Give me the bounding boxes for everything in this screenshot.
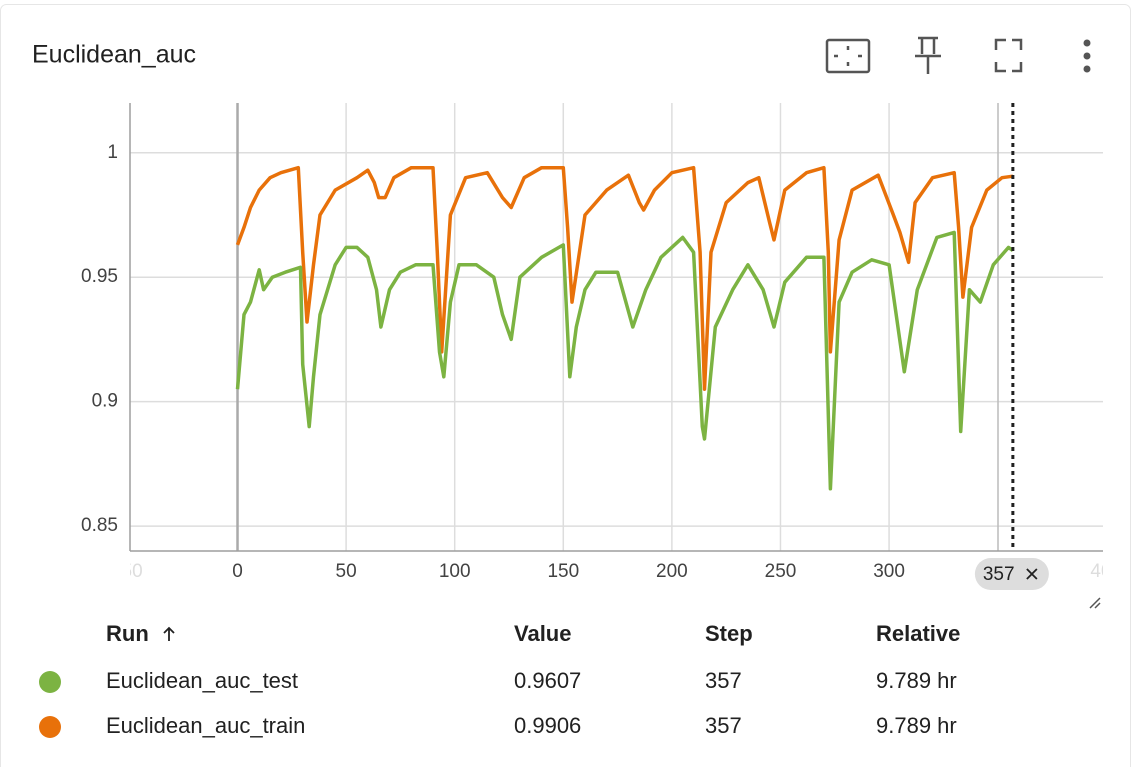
cell: Euclidean_auc_test [106, 668, 298, 693]
card-title: Euclidean_auc [32, 41, 196, 69]
y-tick-label: 0.9 [92, 391, 118, 412]
x-tick-label: -50 [115, 561, 142, 582]
run-color [39, 716, 61, 738]
more-button[interactable] [1083, 39, 1091, 73]
lines [235, 165, 1014, 491]
x-tick-label: 0 [232, 561, 243, 582]
cell: 9.789 hr [876, 713, 957, 738]
x-tick-label: 50 [336, 561, 357, 582]
cursor: 357 [974, 103, 1049, 590]
fullscreen-button[interactable] [994, 38, 1023, 73]
y-tick-label: 0.95 [81, 266, 118, 287]
pin-button[interactable] [915, 36, 941, 74]
toolbar [825, 36, 1091, 74]
x-tick-label: 100 [439, 561, 471, 582]
column-header: Value [514, 621, 571, 646]
cell: 357 [705, 713, 742, 738]
cell: 0.9607 [514, 668, 581, 693]
column-header: Relative [876, 621, 960, 646]
column-header: Run [106, 621, 149, 646]
x-tick-label: 200 [656, 561, 688, 582]
fit-button[interactable] [825, 38, 871, 74]
resize-handle[interactable] [1089, 597, 1101, 609]
cell: 357 [705, 668, 742, 693]
x-tick-label: 150 [547, 561, 579, 582]
x-tick-label: 400 [1090, 561, 1122, 582]
run-table: Run Value Step Relative Euclidean_auc_test 0.… [39, 621, 960, 738]
series-line [235, 165, 1014, 391]
cursor-chip [974, 558, 1049, 590]
x-tick-label: 300 [873, 561, 905, 582]
card-border [0, 4, 1131, 772]
grid: 0.85 0.9 0.95 1 -50 0 50 100 150 200 250 300 400 [81, 103, 1122, 582]
cursor-step: 357 [983, 564, 1015, 585]
run-color [39, 671, 61, 693]
fit-icon [834, 46, 862, 66]
series-line [235, 230, 1014, 491]
cursor-close[interactable] [1026, 568, 1038, 580]
cell: 0.9906 [514, 713, 581, 738]
column-header: Step [705, 621, 753, 646]
sort-arrow [163, 626, 175, 641]
cell: 9.789 hr [876, 668, 957, 693]
x-tick-label: 250 [765, 561, 797, 582]
y-tick-label: 0.85 [81, 515, 118, 536]
cell: Euclidean_auc_train [106, 713, 305, 738]
y-tick-label: 1 [107, 142, 118, 163]
